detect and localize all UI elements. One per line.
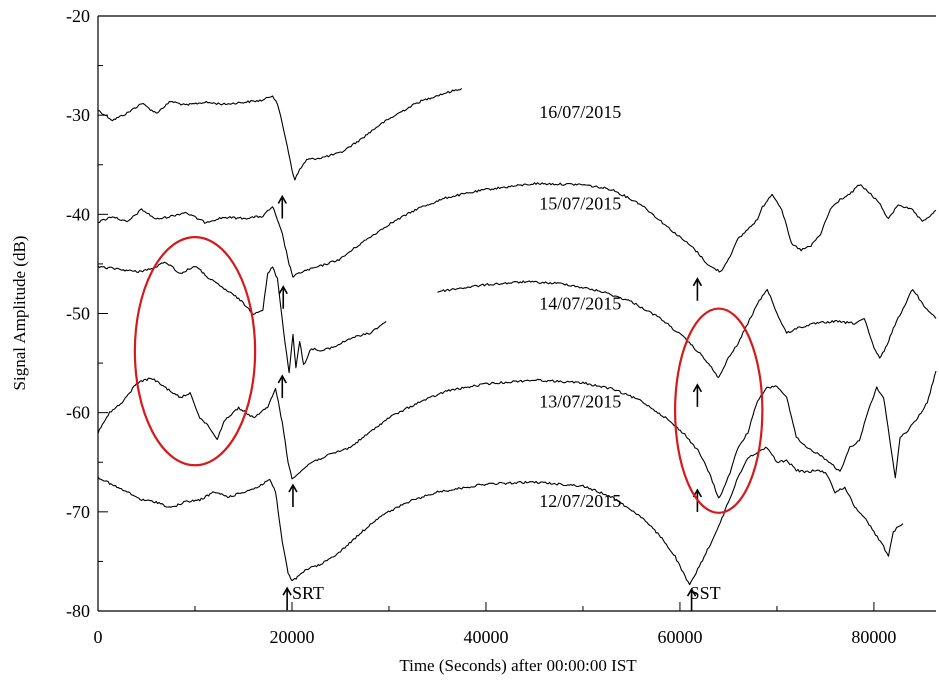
- series-line: [97, 182, 937, 278]
- series-line: [97, 370, 937, 499]
- y-tick-label: -40: [66, 204, 90, 224]
- series-label: 16/07/2015: [539, 102, 621, 122]
- y-tick-label: -80: [66, 601, 90, 621]
- series-label: 14/07/2015: [539, 294, 621, 314]
- event-arrow: [282, 586, 292, 611]
- y-tick-label: -70: [66, 502, 90, 522]
- axis-ticks: [97, 15, 875, 612]
- event-arrows: [277, 194, 703, 612]
- annotation-label: SST: [690, 583, 721, 603]
- event-arrow: [278, 285, 288, 309]
- x-tick-label: 40000: [463, 627, 508, 647]
- y-tick-label: -50: [66, 304, 90, 324]
- y-tick-label: -20: [66, 6, 90, 26]
- x-tick-label: 20000: [269, 627, 314, 647]
- series-labels: 16/07/2015 15/07/2015 14/07/2015 13/07/2015…: [539, 102, 621, 511]
- series-line: [437, 280, 937, 378]
- highlight-ellipse: [133, 236, 257, 467]
- x-tick-label: 0: [94, 627, 103, 647]
- highlight-ellipse: [673, 307, 764, 514]
- event-arrow: [692, 277, 703, 301]
- series-line: [97, 261, 387, 374]
- series-line: [97, 446, 904, 586]
- y-axis-title: Signal Amplitude (dB): [10, 236, 29, 391]
- event-arrow: [692, 383, 703, 407]
- series-line: [97, 87, 463, 181]
- event-arrow: [277, 194, 287, 219]
- event-arrow: [277, 374, 287, 398]
- highlight-ellipses: [133, 236, 764, 514]
- x-axis-title: Time (Seconds) after 00:00:00 IST: [399, 656, 637, 675]
- event-arrow: [686, 587, 697, 612]
- series-label: 13/07/2015: [539, 392, 621, 412]
- x-tick-label: 60000: [657, 627, 702, 647]
- series-lines: [97, 87, 937, 586]
- tick-labels: -20 -30 -40 -50 -60 -70 -800 20000 40000 60000 800…: [66, 6, 896, 647]
- series-label: 12/07/2015: [539, 491, 621, 511]
- x-tick-label: 80000: [851, 627, 896, 647]
- y-tick-label: -30: [66, 105, 90, 125]
- series-label: 15/07/2015: [539, 193, 621, 213]
- event-arrow: [288, 483, 298, 508]
- annotations: SRT SST: [292, 583, 721, 603]
- annotation-label: SRT: [292, 583, 324, 603]
- y-tick-label: -60: [66, 403, 90, 423]
